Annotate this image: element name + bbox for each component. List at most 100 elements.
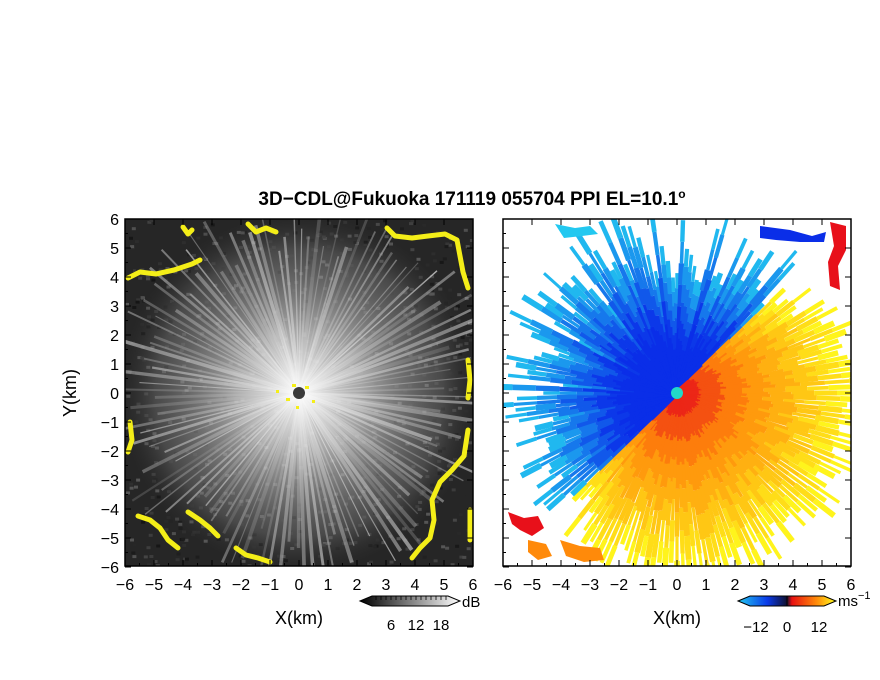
velocity-ray-segment	[618, 498, 632, 522]
y-tick-label: 3	[110, 299, 119, 316]
velocity-ray-segment	[590, 345, 606, 357]
velocity-ray-segment	[598, 311, 614, 328]
velocity-ray-segment	[575, 372, 597, 382]
y-tick-label: −3	[101, 473, 119, 490]
velocity-ray-segment	[723, 303, 739, 324]
velocity-far-echoes	[508, 222, 846, 562]
velocity-ray-segment	[817, 373, 842, 381]
velocity-ray-segment	[772, 499, 790, 518]
velocity-ray-segment	[648, 435, 661, 460]
velocity-ray-segment	[602, 267, 618, 288]
velocity-ray-segment	[655, 510, 663, 535]
velocity-ray-segment	[796, 407, 822, 416]
velocity-ray-segment	[610, 444, 627, 462]
velocity-ray-segment	[555, 370, 577, 377]
velocity-ray-segment	[608, 299, 627, 322]
velocity-ray-segment	[761, 322, 780, 337]
velocity-ray-segment	[758, 483, 777, 503]
noise-speck	[445, 546, 450, 550]
velocity-ray-segment	[562, 281, 580, 300]
velocity-ray-segment	[642, 330, 655, 349]
velocity-ray-segment	[754, 453, 777, 472]
y-tick-labels: −6 −5 −4 −3 −2 −1 0 1 2 3 4 5 6	[101, 212, 119, 577]
velocity-ray-segment	[766, 327, 788, 343]
velocity-ray-segment	[564, 450, 583, 465]
velocity-ray-segment	[614, 285, 628, 305]
velocity-ray-segment	[722, 285, 736, 306]
velocity-ray-segment	[783, 363, 806, 373]
velocity-ray-segment	[608, 519, 623, 543]
velocity-ray-segment	[707, 287, 718, 304]
velocity-ray-segment	[562, 383, 578, 388]
velocity-ray-segment	[665, 503, 672, 526]
velocity-ray-segment	[765, 346, 789, 359]
velocity-ray-segment	[630, 454, 646, 478]
velocity-ray-segment	[795, 316, 819, 332]
velocity-ray-segment	[571, 379, 593, 387]
velocity-ray-segment	[589, 443, 607, 458]
noise-speck	[383, 219, 388, 223]
velocity-ray-segment	[698, 304, 708, 321]
velocity-ray-segment	[596, 430, 615, 445]
velocity-ray-segment	[599, 331, 615, 345]
velocity-ray-segment	[657, 306, 664, 325]
velocity-ray-segment	[579, 425, 599, 439]
velocity-ray-segment	[621, 465, 637, 488]
velocity-ray-segment	[579, 427, 602, 443]
noise-speck	[469, 331, 473, 335]
velocity-ray-segment	[692, 462, 703, 487]
velocity-ray-segment	[596, 304, 614, 322]
velocity-ray-segment	[529, 319, 554, 335]
velocity-ray-segment	[736, 364, 759, 377]
velocity-ray-segment	[743, 412, 767, 424]
velocity-ray-segment	[791, 419, 817, 431]
velocity-ray-segment	[777, 412, 799, 421]
velocity-ray-segment	[662, 282, 671, 302]
velocity-ray-segment	[735, 301, 750, 318]
velocity-ray-segment	[618, 336, 637, 354]
x-tick-label: 1	[324, 577, 333, 594]
velocity-ray-segment	[658, 486, 666, 511]
x-tick-label: −6	[116, 577, 134, 594]
velocity-ray-segment	[596, 397, 617, 404]
velocity-ray-segment	[617, 460, 633, 481]
velocity-ray-segment	[536, 430, 558, 441]
velocity-ray-segment	[641, 256, 650, 277]
velocity-ray-segment	[722, 498, 737, 523]
noise-speck	[134, 485, 138, 489]
velocity-ray-segment	[695, 488, 706, 515]
velocity-ray-segment	[644, 288, 656, 311]
noise-speck	[462, 245, 467, 248]
noise-speck	[203, 225, 208, 229]
velocity-ray-segment	[621, 501, 636, 525]
velocity-ray-segment	[721, 507, 734, 529]
noise-speck	[444, 245, 449, 249]
velocity-ray-segment	[813, 463, 836, 480]
velocity-ray-segment	[744, 321, 762, 337]
snr-colorbar: dB 6 12 18	[358, 594, 480, 634]
noise-speck	[129, 236, 133, 240]
velocity-ray-segment	[745, 402, 770, 413]
velocity-ray-segment	[554, 302, 576, 321]
velocity-ray-segment	[535, 385, 560, 392]
velocity-ray-segment	[794, 375, 819, 384]
velocity-ray-segment	[598, 220, 613, 244]
velocity-ray-segment	[617, 263, 632, 287]
velocity-ray-segment	[735, 480, 752, 502]
x-tick-label: −3	[203, 577, 221, 594]
velocity-ray-segment	[711, 228, 720, 250]
velocity-ray-segment	[720, 348, 738, 363]
noise-speck	[165, 267, 170, 271]
velocity-ray-segment	[716, 371, 738, 382]
velocity-ray-segment	[758, 360, 781, 372]
noise-speck	[143, 555, 148, 559]
velocity-ray-segment	[549, 454, 568, 469]
velocity-ray-segment	[745, 374, 770, 384]
noise-speck	[136, 478, 141, 482]
velocity-ray-segment	[717, 437, 735, 457]
velocity-ray-segment	[692, 295, 700, 311]
velocity-ray-segment	[618, 237, 632, 262]
velocity-ray-segment	[541, 351, 560, 362]
velocity-ray-segment	[739, 495, 757, 519]
